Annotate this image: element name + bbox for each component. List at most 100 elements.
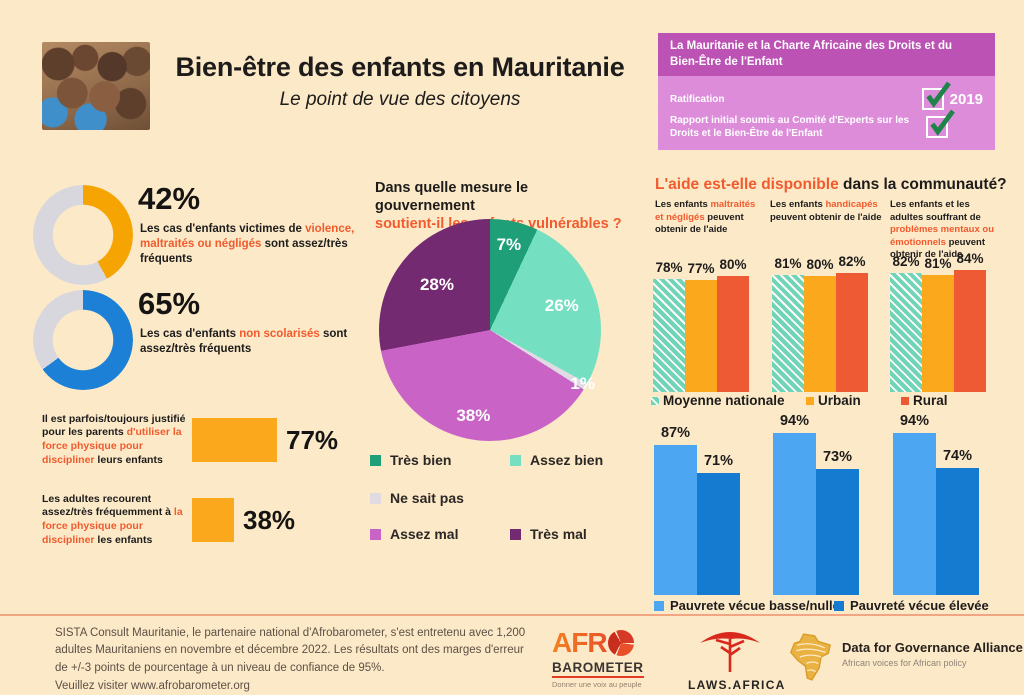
bar: 77% (685, 261, 717, 392)
bar-value-label: 81% (774, 256, 802, 271)
pie-slice-label: 26% (544, 295, 579, 315)
footer-divider (0, 614, 1024, 616)
dga-subtitle: African voices for African policy (842, 658, 967, 668)
children-photo (42, 42, 150, 130)
bar-value-label: 80% (806, 257, 834, 272)
legend-label: Assez bien (530, 452, 604, 468)
legend-label: Pauvreté vécue élevée (850, 598, 989, 613)
bar: 71% (697, 453, 740, 595)
charter-row-report: Rapport initial soumis au Comité d'Exper… (670, 109, 983, 140)
legend-swatch (651, 396, 659, 405)
poverty-legend-basse: Pauvrete vécue basse/nulle (654, 598, 840, 613)
legend-label: Pauvrete vécue basse/nulle (670, 598, 840, 613)
page-subtitle: Le point de vue des citoyens (279, 89, 521, 110)
ratification-year: 2019 (949, 90, 983, 108)
page-title: Bien-être des enfants en Mauritanie (175, 52, 625, 82)
bar: 74% (936, 448, 979, 595)
afrobarometer-wordmark: AFR (552, 627, 670, 659)
caption-text: Les enfants (655, 199, 711, 210)
pie-legend: Très bien Assez bien Ne sait pas Assez m… (370, 452, 660, 552)
bar: 82% (890, 254, 922, 392)
bar-value-label: 82% (838, 254, 866, 269)
legend-swatch (510, 528, 521, 540)
caption-text: peuvent obtenir de l'aide (890, 236, 986, 261)
bar-value-label: 84% (956, 251, 984, 266)
report-checkbox (926, 109, 955, 139)
poverty-bar-group-1: 87% 71% (654, 425, 740, 595)
caption-text: Il est parfois/toujours justifié pour le… (42, 412, 186, 439)
legend-swatch (654, 600, 664, 611)
violence-donut-chart (33, 185, 133, 285)
caption-highlight: la force physique pour discipliner (42, 506, 183, 546)
legend-label: Moyenne nationale (663, 393, 785, 408)
discipline-caption-1: Il est parfois/toujours justifié pour le… (42, 413, 192, 468)
school-donut-chart (33, 290, 133, 390)
discipline-bar-2 (192, 498, 234, 542)
aid-title-rest: dans la communauté? (838, 176, 1007, 193)
africa-map-icon (789, 633, 831, 681)
methodology-note: SISTA Consult Mauritanie, le partenaire … (55, 627, 526, 674)
caption-highlight: maltraités et négligés (655, 199, 756, 223)
legend-label: Ne sait pas (390, 490, 464, 506)
caption-text: sont assez/très fréquents (140, 237, 348, 265)
aid-group-caption-3: Les enfants et les adultes souffrant de … (890, 199, 1002, 262)
checkmark-icon (925, 81, 951, 108)
acacia-tree-icon (700, 632, 760, 672)
legend-swatch (901, 396, 909, 405)
bar-value-label: 78% (655, 260, 683, 275)
caption-text: Les cas d'enfants (140, 328, 240, 340)
legend-item-tres-mal: Très mal (510, 526, 587, 542)
ratification-checkbox (921, 81, 951, 111)
afrobarometer-tagline: Donner une voix au peuple (552, 680, 642, 689)
bar: 84% (954, 251, 986, 392)
legend-swatch (370, 528, 381, 540)
legend-label: Assez mal (390, 526, 459, 542)
caption-text: leurs enfants (94, 453, 163, 466)
aid-section-title: L'aide est-elle disponible dans la commu… (655, 176, 1007, 194)
bar-value-label: 81% (924, 256, 952, 271)
legend-swatch (834, 600, 844, 611)
aid-title-accent: L'aide est-elle disponible (655, 176, 839, 193)
bar-value-label: 71% (703, 453, 734, 469)
bar: 82% (836, 254, 868, 392)
caption-highlight: violence, maltraités ou négligés (140, 223, 355, 250)
aid-group-caption-2: Les enfants handicapés peuvent obtenir d… (770, 199, 886, 224)
discipline-stat-row-2: Les adultes recourent assez/très fréquem… (42, 486, 295, 554)
bar: 81% (922, 256, 954, 392)
aid-legend-moyenne-nationale: Moyenne nationale (651, 393, 785, 408)
bar-value-label: 77% (687, 261, 715, 276)
bar: 80% (804, 257, 836, 392)
legend-label: Urbain (818, 393, 861, 408)
pie-slice-label: 28% (419, 275, 454, 295)
caption-highlight: d'utiliser la force physique pour discip… (42, 426, 182, 466)
caption-highlight: non scolarisés (239, 328, 320, 340)
aid-group-caption-1: Les enfants maltraités et négligés peuve… (655, 199, 761, 237)
laws-africa-logo: LAWS.AFRICA (688, 628, 784, 692)
violence-donut-value: 42% (138, 181, 201, 216)
legend-label: Rural (913, 393, 948, 408)
aid-bar-group-2: 81% 80% 82% (772, 254, 868, 392)
bar: 81% (772, 256, 804, 392)
aid-bar-group-3: 82% 81% 84% (890, 251, 986, 392)
discipline-value-1: 77% (286, 424, 339, 455)
caption-text: Les adultes recourent assez/très fréquem… (42, 492, 174, 519)
aid-bar-group-1: 78% 77% 80% (653, 257, 749, 392)
discipline-bar-1 (192, 418, 277, 462)
aid-legend-urbain: Urbain (806, 393, 861, 408)
bar-value-label: 82% (892, 254, 920, 269)
violence-donut-caption: Les cas d'enfants victimes de violence, … (140, 222, 355, 267)
bar: 73% (816, 449, 859, 595)
pie-slice-label: 1% (570, 373, 595, 393)
poverty-bar-group-2: 94% 73% (773, 413, 859, 595)
barometer-text: BAROMETER (552, 660, 644, 678)
legend-label: Très mal (530, 526, 587, 542)
bar: 78% (653, 260, 685, 392)
caption-text: Les cas d'enfants victimes de (140, 223, 306, 235)
dga-text-block: Data for Governance Alliance African voi… (842, 631, 1023, 683)
legend-item-ne-sait-pas: Ne sait pas (370, 490, 464, 506)
bar-value-label: 94% (899, 413, 930, 429)
caption-text: les enfants (94, 533, 153, 546)
legend-swatch (806, 396, 814, 405)
discipline-stat-row-1: Il est parfois/toujours justifié pour le… (42, 408, 338, 472)
